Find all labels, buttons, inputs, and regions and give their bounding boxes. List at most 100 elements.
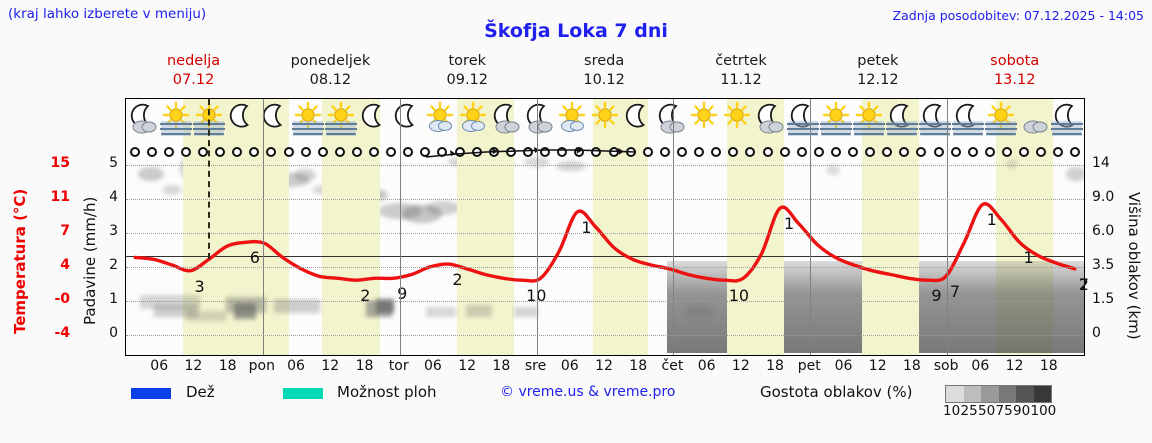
cloud-height-tick: 14 (1092, 155, 1110, 171)
precipitation-tick: 4 (109, 189, 118, 205)
cloud-density-tick: 10 (943, 403, 961, 419)
wind-marker (557, 147, 568, 157)
wind-marker (197, 147, 208, 157)
cloud-height-tick: 9.0 (1092, 189, 1115, 205)
wind-marker (232, 147, 243, 157)
temperature-label-max: 9 (931, 286, 942, 306)
wind-marker (591, 147, 602, 157)
day-name: sreda (584, 53, 625, 69)
wind-marker (163, 147, 174, 157)
x-axis-tick: pon (248, 358, 275, 374)
daylight-band (726, 99, 785, 355)
horizontal-gridline (126, 267, 1084, 268)
fog-sun-icon (819, 100, 853, 142)
day-date: 08.12 (309, 72, 352, 88)
horizontal-gridline (126, 301, 1084, 302)
moon-cloud-icon (489, 100, 523, 142)
current-time-marker (208, 99, 210, 259)
horizontal-gridline (126, 165, 1084, 166)
sun-icon (588, 100, 622, 142)
moon-cloud-icon (126, 100, 160, 142)
last-update-label: Zadnja posodobitev: 07.12.2025 - 14:05 (892, 8, 1144, 23)
wind-marker (813, 147, 824, 157)
x-axis-tick: 12 (595, 358, 613, 374)
x-axis-tick: 12 (458, 358, 477, 374)
day-separator (536, 99, 538, 355)
x-axis-tick: 12 (321, 358, 340, 374)
x-axis-tick: 12 (1005, 358, 1024, 374)
wind-marker (317, 147, 328, 157)
wind-marker (711, 147, 722, 157)
sun-cloud-icon (456, 100, 490, 142)
daylight-band (456, 99, 514, 355)
moon-icon (357, 100, 391, 142)
day-date: 09.12 (446, 72, 489, 88)
sun-icon (687, 100, 721, 142)
temperature-label-min: 1 (986, 210, 997, 230)
x-axis-tick: sre (524, 358, 547, 374)
moon-icon (225, 100, 259, 142)
day-name: nedelja (166, 53, 221, 69)
horizontal-gridline (126, 335, 1084, 336)
temperature-line (133, 202, 1077, 283)
wind-marker (334, 147, 345, 157)
cloud-density-tick: 100 (1030, 403, 1057, 419)
cloud-height-axis-title: Višina oblakov (km) (1125, 192, 1143, 340)
x-axis-tick: pet (797, 358, 821, 374)
cloud-density-tick: 50 (978, 403, 996, 419)
rain-legend-label: Dež (186, 383, 215, 401)
daylight-band (861, 99, 920, 355)
copyright-link[interactable]: © vreme.us & vreme.pro (500, 384, 676, 400)
wind-marker (386, 147, 397, 157)
wind-marker (180, 147, 191, 157)
x-axis-tick: 12 (731, 358, 750, 374)
cloud-density-tick: 25 (960, 403, 978, 419)
temperature-label-max: 9 (397, 284, 408, 304)
wind-marker (369, 147, 380, 157)
x-axis-tick: 06 (560, 358, 579, 374)
day-date: 11.12 (720, 72, 762, 88)
wind-marker (796, 147, 807, 157)
cloud-density-step (1033, 386, 1051, 402)
wind-marker (249, 147, 260, 157)
temperature-label-max: 10 (728, 286, 750, 306)
cloud-density-step (1016, 386, 1034, 402)
temperature-tick: -0 (54, 291, 70, 307)
wind-marker (865, 147, 876, 157)
wind-marker (762, 147, 773, 157)
temperature-tick: 7 (60, 223, 70, 239)
fog-sun-icon (159, 100, 193, 142)
day-separator (947, 99, 949, 355)
precipitation-raster (126, 99, 1084, 355)
wind-marker (300, 147, 311, 157)
sun-icon (720, 100, 754, 142)
cloud-density-step (981, 386, 999, 402)
wind-marker (420, 147, 431, 157)
temperature-tick: 15 (50, 155, 70, 171)
wind-marker (1036, 147, 1047, 157)
precipitation-tick: 3 (109, 223, 118, 239)
cloud-density-tick: 90 (1013, 403, 1031, 419)
precipitation-baseline (126, 256, 1084, 257)
day-date: 13.12 (993, 72, 1036, 88)
fog-sun-icon (984, 100, 1018, 142)
x-axis-tick: 18 (1039, 358, 1058, 374)
wind-marker (830, 147, 841, 157)
wind-marker (540, 147, 551, 157)
moon-cloud-icon (753, 100, 787, 142)
x-axis-tick: tor (388, 358, 409, 374)
temperature-axis-title: Temperatura (°C) (11, 188, 29, 334)
fog-sun-icon (291, 100, 325, 142)
location-menu-hint[interactable]: (kraj lahko izberete v meniju) (8, 6, 207, 22)
daylight-band (592, 99, 649, 355)
moon-cloud-icon (654, 100, 688, 142)
page-title: Škofja Loka 7 dni (484, 20, 668, 42)
wind-marker (266, 147, 277, 157)
wind-marker (1002, 147, 1013, 157)
temperature-curve (133, 202, 1077, 283)
day-date: 10.12 (583, 72, 625, 88)
temperature-label-max: 10 (526, 286, 546, 305)
fog-moon-icon (885, 100, 919, 142)
wind-marker (215, 147, 226, 157)
wind-marker (403, 147, 414, 157)
